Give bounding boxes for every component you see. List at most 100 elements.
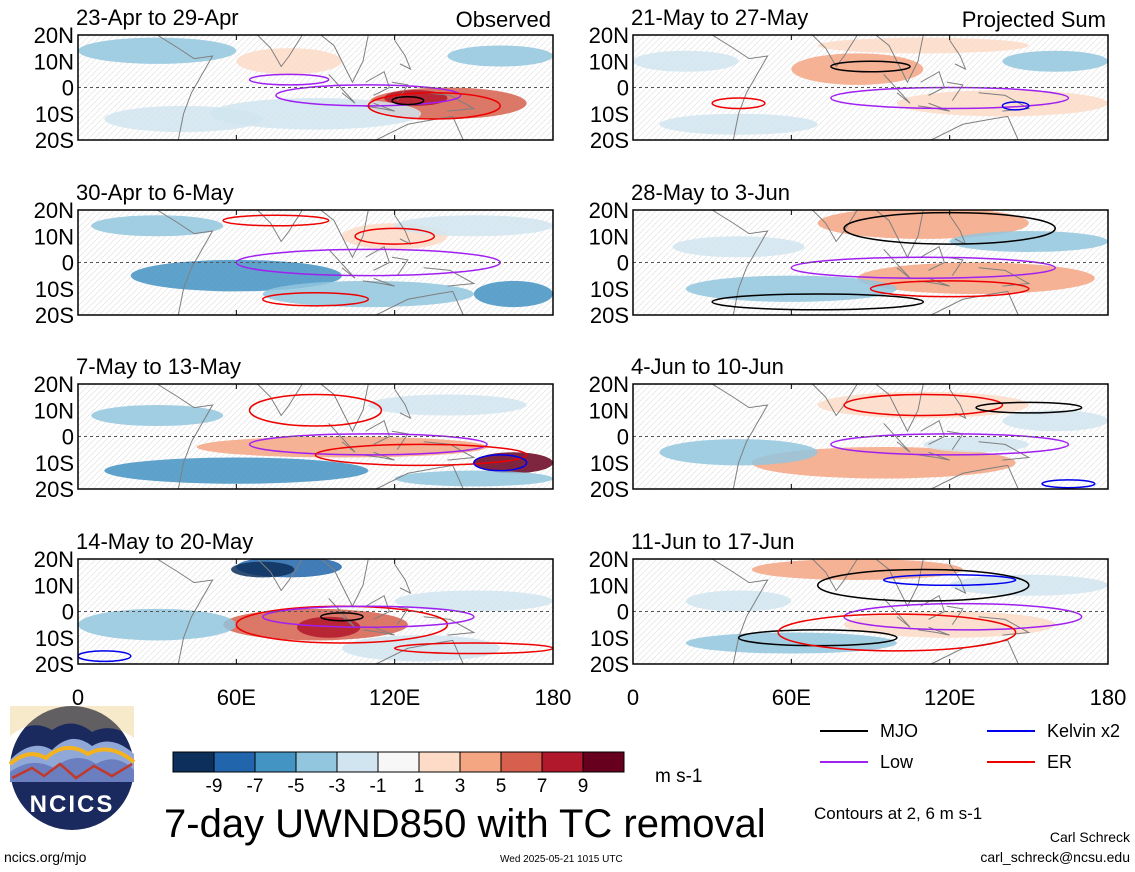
anomaly-patch: [196, 436, 488, 458]
anomaly-patch: [231, 561, 295, 578]
colorbar-label: 9: [578, 776, 589, 797]
anomaly-patch: [394, 215, 553, 237]
anomaly-patch: [751, 559, 963, 580]
panel-period-title: 30-Apr to 6-May: [76, 180, 234, 205]
anomaly-patch: [91, 405, 224, 426]
lat-tick-label: 10S: [590, 451, 629, 476]
er-contour: [393, 642, 553, 655]
colorbar-label: -9: [206, 776, 223, 797]
panel-frame: [77, 209, 554, 316]
anomaly-patch: [91, 215, 224, 237]
er-contour: [869, 280, 1030, 298]
colorbar-label: -7: [247, 776, 264, 797]
mjo-contour: [391, 95, 425, 106]
panel-frame: [632, 209, 1109, 316]
colorbar-swatch: [295, 751, 338, 773]
anomaly-patch: [78, 37, 237, 64]
lat-tick-label: 0: [617, 600, 629, 625]
lat-tick-label: 20S: [35, 652, 74, 677]
anomaly-patch: [685, 275, 897, 302]
legend-label: MJO: [880, 721, 918, 741]
panel-frame: [77, 558, 554, 665]
longitude-labels: 0 60E 120E 180 0 60E 120E 180: [72, 685, 1126, 710]
author-name: Carl Schreck: [1050, 829, 1131, 845]
lat-tick-label: 10N: [589, 398, 629, 423]
figure-title: 7-day UWND850 with TC removal: [164, 802, 766, 846]
anomaly-patch: [394, 590, 553, 612]
logo-text: NCICS: [30, 791, 115, 818]
website-link[interactable]: ncics.org/mjo: [4, 849, 87, 865]
lat-tick-label: 10N: [34, 224, 74, 249]
anomaly-patch: [447, 45, 553, 67]
kelvin-contour: [1041, 479, 1096, 489]
colorbar-label: 5: [496, 776, 507, 797]
panel-period-title: 21-May to 27-May: [631, 5, 808, 30]
kelvin-contour: [1001, 101, 1030, 111]
lat-tick-label: 10N: [589, 49, 629, 74]
lat-tick-label: 0: [617, 76, 629, 101]
lat-tick-label: 10N: [589, 224, 629, 249]
lat-tick-label: 20S: [590, 477, 629, 502]
legend-label: Low: [880, 752, 914, 772]
panel-period-title: 14-May to 20-May: [76, 529, 253, 554]
lat-tick-label: 20S: [590, 303, 629, 328]
colorbar-swatch: [254, 751, 297, 773]
anomaly-patch: [817, 37, 1029, 54]
colorbar-swatch: [336, 751, 379, 773]
lat-tick-label: 10S: [590, 626, 629, 651]
colorbar-swatch: [418, 751, 461, 773]
low-contour: [830, 433, 1070, 456]
lat-tick-label: 0: [617, 425, 629, 450]
lat-tick-label: 20N: [34, 547, 74, 572]
anomaly-patch: [1002, 50, 1108, 72]
anomaly-patch: [672, 236, 805, 258]
er-contour: [261, 291, 370, 307]
lat-tick-label: 20N: [34, 372, 74, 397]
lat-tick-label: 20S: [35, 477, 74, 502]
panel-period-title: 23-Apr to 29-Apr: [76, 5, 239, 30]
author-email: carl_schreck@ncsu.edu: [980, 849, 1130, 865]
mjo-contour: [320, 612, 364, 622]
colorbar-swatch: [377, 751, 420, 773]
lat-tick-label: 20S: [590, 128, 629, 153]
mjo-contour: [975, 401, 1083, 414]
colorbar-label: 1: [414, 776, 425, 797]
er-contour: [248, 393, 383, 427]
lat-tick-label: 10S: [35, 277, 74, 302]
anomaly-patch: [104, 457, 369, 484]
mjo-contour: [711, 293, 925, 311]
lon-tick-label: 180: [1090, 685, 1127, 710]
lat-tick-label: 20N: [589, 198, 629, 223]
units-label: m s-1: [655, 766, 703, 787]
panel-frame: [632, 383, 1109, 490]
lat-tick-label: 20N: [589, 372, 629, 397]
mjo-contour: [816, 568, 1030, 602]
er-contour: [367, 92, 501, 120]
legend-label: Kelvin x2: [1047, 721, 1120, 741]
colorbar-label: 3: [455, 776, 466, 797]
projected-label: Projected Sum: [962, 7, 1106, 32]
lon-tick-label: 180: [535, 685, 572, 710]
panel-frame: [632, 34, 1109, 141]
anomaly-patch: [857, 262, 1095, 294]
anomaly-patch: [659, 439, 818, 466]
panel-frame: [77, 34, 554, 141]
anomaly-patch: [130, 259, 342, 292]
anomaly-patch: [394, 470, 553, 487]
lat-tick-label: 0: [62, 251, 74, 276]
colorbar-label: -5: [288, 776, 305, 797]
colorbar-label: -1: [370, 776, 387, 797]
lat-tick-label: 20N: [589, 547, 629, 572]
er-contour: [711, 97, 766, 110]
lat-tick-label: 10S: [35, 102, 74, 127]
lat-tick-label: 20S: [35, 303, 74, 328]
anomaly-patch: [844, 611, 1056, 638]
low-contour: [248, 433, 488, 456]
